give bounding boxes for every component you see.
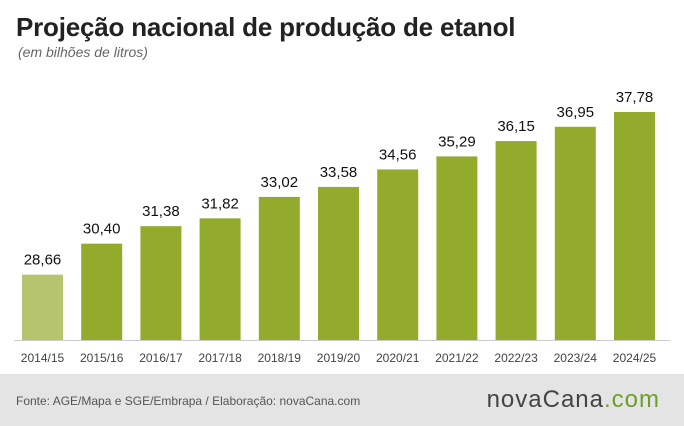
bar-2018-19 <box>258 196 300 340</box>
x-tick-label-2014-15: 2014/15 <box>21 351 65 365</box>
brand-logo: novaCana.com <box>487 386 660 414</box>
bar-2020-21 <box>377 169 419 340</box>
x-tick-label-2023-24: 2023/24 <box>554 351 598 365</box>
bar-2016-17 <box>140 226 182 340</box>
data-label-2018-19: 33,02 <box>261 174 299 191</box>
data-label-2020-21: 34,56 <box>379 146 417 163</box>
chart-subtitle: (em bilhões de litros) <box>18 44 148 60</box>
brand-suffix: .com <box>603 386 660 413</box>
bar-2019-20 <box>318 186 359 340</box>
data-label-2023-24: 36,95 <box>557 104 595 121</box>
x-tick-label-2024-25: 2024/25 <box>613 351 657 365</box>
data-label-2016-17: 31,38 <box>142 203 180 220</box>
x-tick-label-2017-18: 2017/18 <box>198 351 242 365</box>
bar-2021-22 <box>436 156 478 340</box>
chart-title: Projeção nacional de produção de etanol <box>16 12 516 42</box>
x-tick-label-2021-22: 2021/22 <box>435 351 479 365</box>
x-tick-label-2016-17: 2016/17 <box>139 351 183 365</box>
bar-2015-16 <box>81 243 123 340</box>
data-label-2014-15: 28,66 <box>24 252 62 269</box>
x-tick-label-2019-20: 2019/20 <box>317 351 361 365</box>
data-label-2017-18: 31,82 <box>201 195 239 212</box>
x-tick-label-2020-21: 2020/21 <box>376 351 420 365</box>
x-tick-label-2015-16: 2015/16 <box>80 351 124 365</box>
data-label-2024-25: 37,78 <box>616 89 654 106</box>
bar-2022-23 <box>495 141 537 340</box>
data-label-2021-22: 35,29 <box>438 133 476 150</box>
bar-2014-15 <box>22 274 63 340</box>
source-note: Fonte: AGE/Mapa e SGE/Embrapa / Elaboraç… <box>16 394 361 408</box>
bar-chart: 28,66 2014/15 30,40 2015/16 31,38 2016/17 31,8… <box>14 89 670 365</box>
data-label-2015-16: 30,40 <box>83 221 121 238</box>
x-tick-label-2018-19: 2018/19 <box>258 351 302 365</box>
data-label-2022-23: 36,15 <box>497 118 535 135</box>
x-tick-label-2022-23: 2022/23 <box>494 351 538 365</box>
footer: Fonte: AGE/Mapa e SGE/Embrapa / Elaboraç… <box>0 374 684 426</box>
bar-2024-25 <box>614 111 655 341</box>
data-label-2019-20: 33,58 <box>320 164 358 181</box>
bar-2023-24 <box>554 126 596 340</box>
bar-2017-18 <box>199 218 241 340</box>
brand-name: novaCana <box>486 386 604 413</box>
